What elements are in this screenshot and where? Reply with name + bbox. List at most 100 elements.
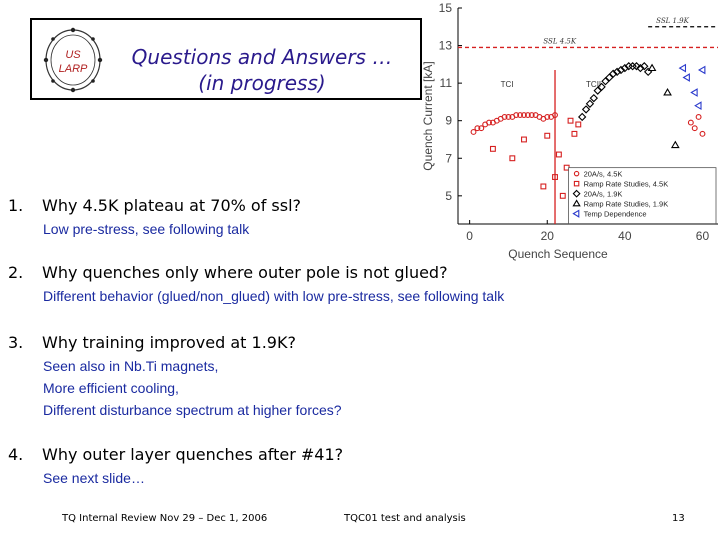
- data-point: [555, 151, 562, 158]
- y-axis-label: Quench Current [kA]: [421, 61, 435, 170]
- answer-3: Seen also in Nb.Ti magnets, More efficie…: [43, 355, 342, 421]
- answer-line: Different behavior (glued/non_glued) wit…: [43, 288, 505, 304]
- data-point: [643, 67, 653, 77]
- data-point: [640, 62, 649, 71]
- data-point: [609, 69, 618, 78]
- data-point: [528, 112, 535, 119]
- data-point: [559, 192, 566, 199]
- ssl-reference-label: SSL 4.5K: [543, 37, 576, 45]
- answer-line: See next slide…: [43, 470, 145, 486]
- legend-marker: [573, 180, 580, 187]
- data-point: [567, 117, 574, 124]
- data-point: [513, 112, 520, 119]
- data-point: [509, 155, 516, 162]
- data-point: [663, 88, 672, 96]
- question-text: Why 4.5K plateau at 70% of ssl?: [42, 196, 302, 215]
- data-point: [620, 63, 630, 73]
- legend-label: 20A/s, 1.9K: [584, 190, 623, 199]
- data-point: [552, 174, 558, 180]
- x-axis-label: Quench Sequence: [508, 247, 608, 261]
- footer-left: TQ Internal Review Nov 29 – Dec 1, 2006: [62, 513, 268, 524]
- data-point: [691, 125, 698, 132]
- data-point: [478, 125, 485, 132]
- region-label: TCI: [501, 80, 514, 89]
- ssl-reference-label: SSL 1.9K: [656, 17, 689, 25]
- data-point: [521, 112, 527, 119]
- data-point: [575, 121, 582, 128]
- question-1: 1. Why 4.5K plateau at 70% of ssl?: [8, 196, 301, 216]
- y-tick-label: 13: [439, 39, 453, 53]
- title-line2: (in progress): [198, 71, 326, 95]
- answer-4: See next slide…: [43, 467, 145, 489]
- x-tick-label: 60: [696, 229, 710, 243]
- answer-line: More efficient cooling,: [43, 380, 179, 396]
- data-point: [524, 112, 531, 119]
- data-point: [470, 129, 477, 135]
- y-tick-label: 9: [445, 114, 452, 128]
- legend-label: Ramp Rate Studies, 4.5K: [584, 180, 669, 189]
- data-point: [636, 63, 645, 73]
- data-point: [697, 65, 706, 75]
- question-number: 3.: [8, 333, 24, 352]
- title-box: US LARP Questions and Answers … (in prog…: [30, 18, 422, 100]
- legend-marker: [572, 199, 581, 207]
- data-point: [616, 65, 626, 75]
- data-point: [540, 183, 547, 190]
- data-point: [647, 63, 657, 72]
- data-point: [517, 112, 524, 119]
- data-point: [597, 82, 606, 92]
- data-point: [605, 73, 614, 82]
- y-tick-label: 15: [439, 1, 453, 15]
- data-point: [571, 130, 578, 137]
- data-point: [612, 67, 622, 77]
- question-number: 4.: [8, 445, 24, 464]
- slide-title: Questions and Answers … (in progress): [112, 44, 412, 96]
- question-number: 1.: [8, 196, 24, 215]
- region-label: TCII: [586, 80, 601, 89]
- question-text: Why outer layer quenches after #41?: [42, 445, 344, 464]
- data-point: [581, 105, 591, 114]
- question-text: Why training improved at 1.9K?: [42, 333, 296, 352]
- answer-line: Low pre-stress, see following talk: [43, 221, 250, 237]
- legend-box: [568, 167, 717, 225]
- data-point: [601, 77, 610, 86]
- data-point: [593, 86, 602, 95]
- data-point: [474, 125, 481, 132]
- y-tick-label: 11: [440, 76, 453, 90]
- data-point: [486, 119, 492, 126]
- legend-label: Ramp Rate Studies, 1.9K: [584, 200, 669, 209]
- logo-line1: US: [65, 49, 81, 61]
- data-point: [589, 93, 598, 103]
- us-larp-logo: US LARP: [43, 27, 103, 93]
- data-point: [578, 112, 587, 122]
- question-3: 3. Why training improved at 1.9K?: [8, 333, 296, 353]
- data-point: [544, 132, 551, 139]
- question-2: 2. Why quenches only where outer pole is …: [8, 263, 448, 283]
- logo-line2: LARP: [59, 63, 88, 75]
- data-point: [699, 130, 706, 137]
- footer-center: TQC01 test and analysis: [344, 513, 466, 524]
- page-number: 13: [672, 513, 685, 524]
- data-point: [489, 145, 496, 152]
- legend-label: Temp Dependence: [584, 210, 647, 219]
- answer-2: Different behavior (glued/non_glued) wit…: [43, 285, 504, 307]
- data-point: [544, 113, 551, 120]
- legend-label: 20A/s, 4.5K: [584, 170, 623, 179]
- question-number: 2.: [8, 263, 24, 282]
- data-point: [687, 119, 694, 126]
- data-point: [501, 113, 508, 120]
- quench-chart: 5 7 9 11 13 15 0 20 40 60 Quench Sequence Quench Cu…: [421, 1, 718, 261]
- data-point: [505, 113, 512, 120]
- x-tick-label: 0: [466, 229, 473, 243]
- data-point: [694, 101, 702, 111]
- legend-marker: [572, 189, 581, 198]
- data-point: [678, 63, 687, 73]
- data-point: [552, 112, 558, 119]
- y-tick-label: 7: [445, 151, 452, 165]
- legend-marker: [573, 170, 580, 177]
- data-point: [682, 73, 690, 82]
- question-4: 4. Why outer layer quenches after #41?: [8, 445, 343, 465]
- answer-line: Seen also in Nb.Ti magnets,: [43, 358, 219, 374]
- data-point: [690, 88, 698, 97]
- data-point: [695, 113, 702, 120]
